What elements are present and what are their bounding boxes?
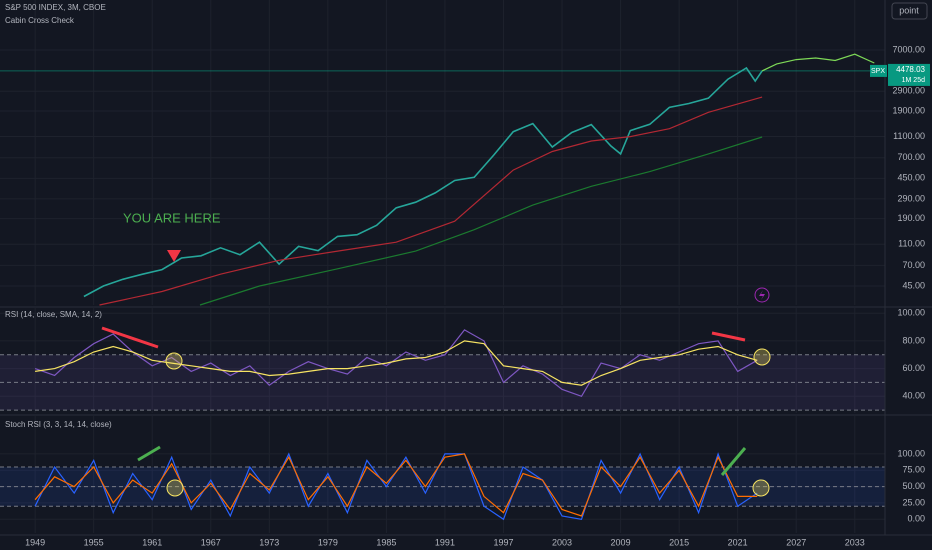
last-price-label: 4478.03 bbox=[896, 65, 925, 74]
pane-title: RSI (14, close, SMA, 14, 2) bbox=[5, 310, 102, 319]
arrow-drawing bbox=[167, 250, 181, 262]
circle-drawing bbox=[166, 479, 184, 497]
y-tick-label: 2900.00 bbox=[892, 86, 925, 96]
series-line bbox=[35, 340, 758, 386]
scale-button[interactable] bbox=[891, 2, 928, 20]
y-tick-label: 40.00 bbox=[902, 391, 925, 401]
series-line bbox=[34, 453, 758, 517]
symbol-tag bbox=[870, 64, 887, 77]
x-tick-label: 2009 bbox=[611, 537, 631, 547]
y-tick-label: 25.00 bbox=[902, 497, 925, 507]
event-icon-bolt bbox=[759, 290, 765, 300]
pane-title: Stoch RSI (3, 3, 14, 14, close) bbox=[5, 420, 112, 429]
countdown-label: 1M 25d bbox=[902, 77, 925, 84]
event-icon[interactable] bbox=[754, 287, 770, 303]
y-tick-label: 45.00 bbox=[902, 280, 925, 290]
chart-subtitle: Cabin Cross Check bbox=[5, 16, 75, 25]
series-line bbox=[34, 329, 758, 398]
y-tick-label: 450.00 bbox=[897, 173, 925, 183]
x-tick-label: 1985 bbox=[376, 537, 396, 547]
x-tick-label: 2003 bbox=[552, 537, 572, 547]
circle-drawing bbox=[165, 352, 183, 370]
y-tick-label: 50.00 bbox=[902, 481, 925, 491]
y-tick-label: 70.00 bbox=[902, 260, 925, 270]
x-tick-label: 1961 bbox=[142, 537, 162, 547]
annotation: YOU ARE HERE bbox=[123, 210, 221, 225]
price-tag bbox=[888, 63, 930, 86]
trend-drawing bbox=[720, 447, 747, 476]
trend-drawing bbox=[711, 331, 746, 342]
trend-drawing bbox=[137, 445, 161, 462]
x-tick-label: 1967 bbox=[201, 537, 221, 547]
series-line bbox=[761, 53, 875, 72]
x-tick-label: 2015 bbox=[669, 537, 689, 547]
grid bbox=[0, 0, 885, 533]
y-tick-label: 0.00 bbox=[907, 514, 925, 524]
y-tick-label: 1900.00 bbox=[892, 105, 925, 115]
x-tick-label: 1997 bbox=[493, 537, 513, 547]
x-tick-label: 1949 bbox=[25, 537, 45, 547]
series-line bbox=[199, 136, 763, 306]
y-tick-label: 60.00 bbox=[902, 363, 925, 373]
x-tick-label: 1979 bbox=[318, 537, 338, 547]
symbol-label: SPX bbox=[871, 68, 885, 75]
scale-button-label[interactable]: point bbox=[899, 5, 919, 15]
y-tick-label: 190.00 bbox=[897, 213, 925, 223]
circle-drawing bbox=[752, 479, 770, 497]
series-line bbox=[83, 66, 763, 298]
y-tick-label: 110.00 bbox=[898, 239, 925, 249]
y-tick-label: 80.00 bbox=[902, 335, 925, 345]
circle-drawing bbox=[753, 348, 771, 366]
y-tick-label: 100.00 bbox=[897, 308, 925, 318]
x-tick-label: 2021 bbox=[728, 537, 748, 547]
y-tick-label: 700.00 bbox=[897, 152, 925, 162]
x-tick-label: 1955 bbox=[84, 537, 104, 547]
trend-drawing bbox=[101, 326, 159, 349]
series-line bbox=[99, 96, 763, 306]
y-tick-label: 100.00 bbox=[897, 448, 925, 458]
x-tick-label: 2027 bbox=[786, 537, 806, 547]
x-tick-label: 1991 bbox=[435, 537, 455, 547]
y-tick-label: 1100.00 bbox=[893, 131, 925, 141]
x-tick-label: 1973 bbox=[259, 537, 279, 547]
y-tick-label: 75.00 bbox=[902, 465, 925, 475]
y-tick-label: 290.00 bbox=[897, 193, 925, 203]
chart-title: S&P 500 INDEX, 3M, CBOE bbox=[5, 3, 106, 12]
x-tick-label: 2033 bbox=[845, 537, 865, 547]
plot bbox=[34, 53, 875, 521]
y-tick-label: 7000.00 bbox=[892, 44, 925, 54]
